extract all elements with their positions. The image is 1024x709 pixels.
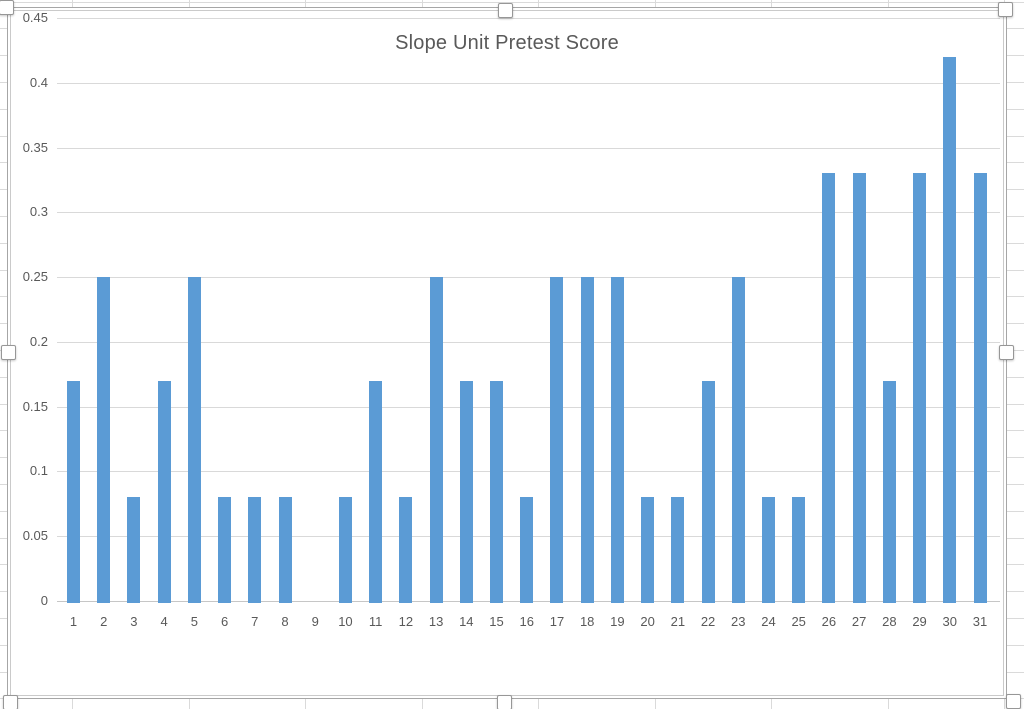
x-tick-label: 8 xyxy=(281,614,289,629)
gridline xyxy=(57,277,1000,279)
bar[interactable] xyxy=(580,277,594,603)
x-tick-label: 30 xyxy=(942,614,958,629)
selection-handle-top-center[interactable] xyxy=(497,2,513,18)
x-tick-label: 28 xyxy=(882,614,897,629)
y-tick-label: 0.45 xyxy=(22,10,48,25)
bar[interactable] xyxy=(852,173,866,603)
bar[interactable] xyxy=(490,380,504,603)
gridline xyxy=(57,18,1000,19)
y-tick-label: 0.05 xyxy=(22,528,48,544)
bar[interactable] xyxy=(973,173,987,603)
x-tick-label: 25 xyxy=(791,614,806,629)
y-tick-label: 0.4 xyxy=(29,74,48,90)
y-tick-label: 0.3 xyxy=(29,204,48,220)
bar[interactable] xyxy=(338,497,352,603)
y-tick-label: 0.25 xyxy=(22,269,48,285)
gridline xyxy=(57,341,1000,343)
x-tick-label: 1 xyxy=(69,614,78,629)
bar[interactable] xyxy=(67,380,80,603)
selection-handle-middle-left[interactable] xyxy=(0,344,16,360)
bar[interactable] xyxy=(459,380,473,603)
x-tick-label: 27 xyxy=(851,614,867,629)
x-tick-label: 31 xyxy=(972,614,988,629)
y-tick-label: 0 xyxy=(40,593,48,608)
bar[interactable] xyxy=(520,497,534,603)
bar[interactable] xyxy=(157,380,171,603)
x-tick-label: 5 xyxy=(190,614,198,629)
x-tick-label: 18 xyxy=(579,614,595,629)
x-tick-label: 6 xyxy=(220,614,229,629)
sheet-row-gridline xyxy=(0,1,1024,3)
bar[interactable] xyxy=(127,497,141,603)
x-tick-label: 10 xyxy=(338,614,353,629)
bar[interactable] xyxy=(278,497,292,603)
x-tick-label: 13 xyxy=(428,614,444,629)
bar[interactable] xyxy=(943,56,957,603)
selection-handle-bottom-center[interactable] xyxy=(497,694,512,709)
x-tick-label: 22 xyxy=(700,614,716,629)
gridline xyxy=(57,471,1000,473)
x-tick-label: 20 xyxy=(640,614,655,629)
bar[interactable] xyxy=(882,380,896,603)
bar[interactable] xyxy=(792,497,806,603)
bar[interactable] xyxy=(248,497,262,603)
bar[interactable] xyxy=(641,497,655,603)
x-tick-label: 3 xyxy=(130,614,138,629)
x-tick-label: 17 xyxy=(549,614,565,629)
bar[interactable] xyxy=(822,173,836,603)
bar[interactable] xyxy=(97,277,111,603)
bar[interactable] xyxy=(731,277,745,603)
bar[interactable] xyxy=(671,497,685,603)
x-tick-label: 19 xyxy=(610,614,625,629)
bar[interactable] xyxy=(399,497,413,603)
selection-handle-bottom-left[interactable] xyxy=(3,694,18,709)
x-tick-label: 12 xyxy=(398,614,414,629)
y-tick-label: 0.35 xyxy=(22,139,48,155)
bar[interactable] xyxy=(701,380,715,603)
selection-handle-middle-right[interactable] xyxy=(998,344,1014,360)
x-tick-label: 21 xyxy=(670,614,686,629)
selection-handle-bottom-right[interactable] xyxy=(1005,694,1021,709)
selection-handle-top-right[interactable] xyxy=(997,2,1013,17)
x-tick-label: 26 xyxy=(821,614,837,629)
x-tick-label: 7 xyxy=(251,614,259,629)
x-tick-label: 29 xyxy=(912,614,927,629)
bar[interactable] xyxy=(913,173,927,603)
gridline xyxy=(57,82,1000,84)
bar[interactable] xyxy=(761,497,775,603)
gridline xyxy=(57,147,1000,149)
x-tick-label: 23 xyxy=(731,614,746,629)
bar[interactable] xyxy=(187,277,201,603)
bar[interactable] xyxy=(610,277,624,603)
x-tick-label: 9 xyxy=(311,614,319,629)
bar[interactable] xyxy=(369,380,383,603)
x-tick-label: 2 xyxy=(100,614,108,629)
chart-title[interactable]: Slope Unit Pretest Score xyxy=(395,32,619,54)
y-tick-label: 0.15 xyxy=(22,398,48,414)
gridline xyxy=(57,406,1000,408)
y-tick-label: 0.1 xyxy=(29,463,48,479)
chart-object[interactable]: Slope Unit Pretest Score 0 0.05 0.1 0.15 0.2… xyxy=(7,7,1007,699)
chart-area[interactable]: Slope Unit Pretest Score 0 0.05 0.1 0.15 0.2… xyxy=(8,8,1006,698)
bar[interactable] xyxy=(218,497,232,603)
x-tick-label: 4 xyxy=(160,614,168,629)
x-tick-label: 16 xyxy=(519,614,534,629)
x-tick-label: 14 xyxy=(459,614,474,629)
bar[interactable] xyxy=(550,277,564,603)
gridline xyxy=(57,212,1000,214)
selection-handle-top-left[interactable] xyxy=(0,0,14,15)
bar[interactable] xyxy=(429,277,443,603)
x-tick-label: 11 xyxy=(368,614,383,629)
y-tick-label: 0.2 xyxy=(29,333,48,349)
x-tick-label: 24 xyxy=(761,614,776,629)
x-tick-label: 15 xyxy=(489,614,504,629)
